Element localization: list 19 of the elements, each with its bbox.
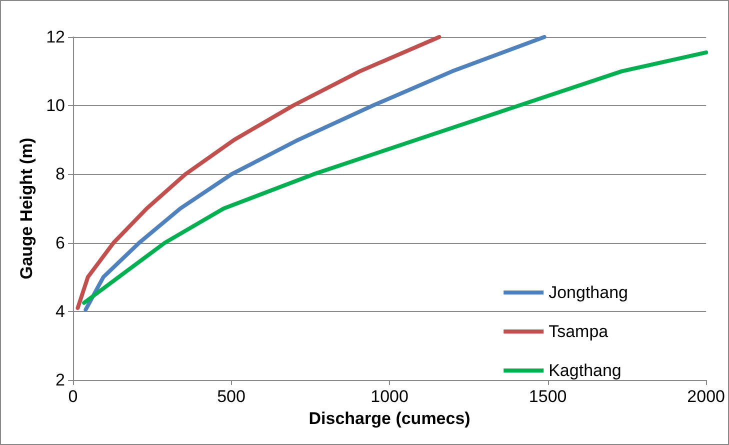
- line-series: [84, 35, 546, 312]
- y-tick-label: 10: [46, 96, 65, 116]
- x-tick-label: 500: [217, 387, 246, 406]
- y-tick-label: 4: [56, 302, 65, 321]
- x-tick-label: 0: [68, 387, 78, 406]
- x-tick-label: 1000: [370, 387, 408, 406]
- y-axis-title: Gauge Height (m): [17, 138, 36, 280]
- y-tick-label: 6: [56, 233, 65, 252]
- legend-label: Tsampa: [548, 322, 609, 341]
- x-tick-label: 1500: [528, 387, 567, 406]
- x-axis-title: Discharge (cumecs): [308, 408, 470, 428]
- legend-label: Jongthang: [548, 283, 628, 302]
- y-tick-label: 12: [46, 28, 65, 46]
- y-tick-label: 2: [56, 370, 65, 390]
- line-series: [76, 35, 442, 310]
- legend-label: Kagthang: [548, 361, 622, 380]
- x-tick-label: 2000: [687, 387, 726, 406]
- line-series: [82, 50, 708, 305]
- y-tick-label: 8: [56, 164, 65, 184]
